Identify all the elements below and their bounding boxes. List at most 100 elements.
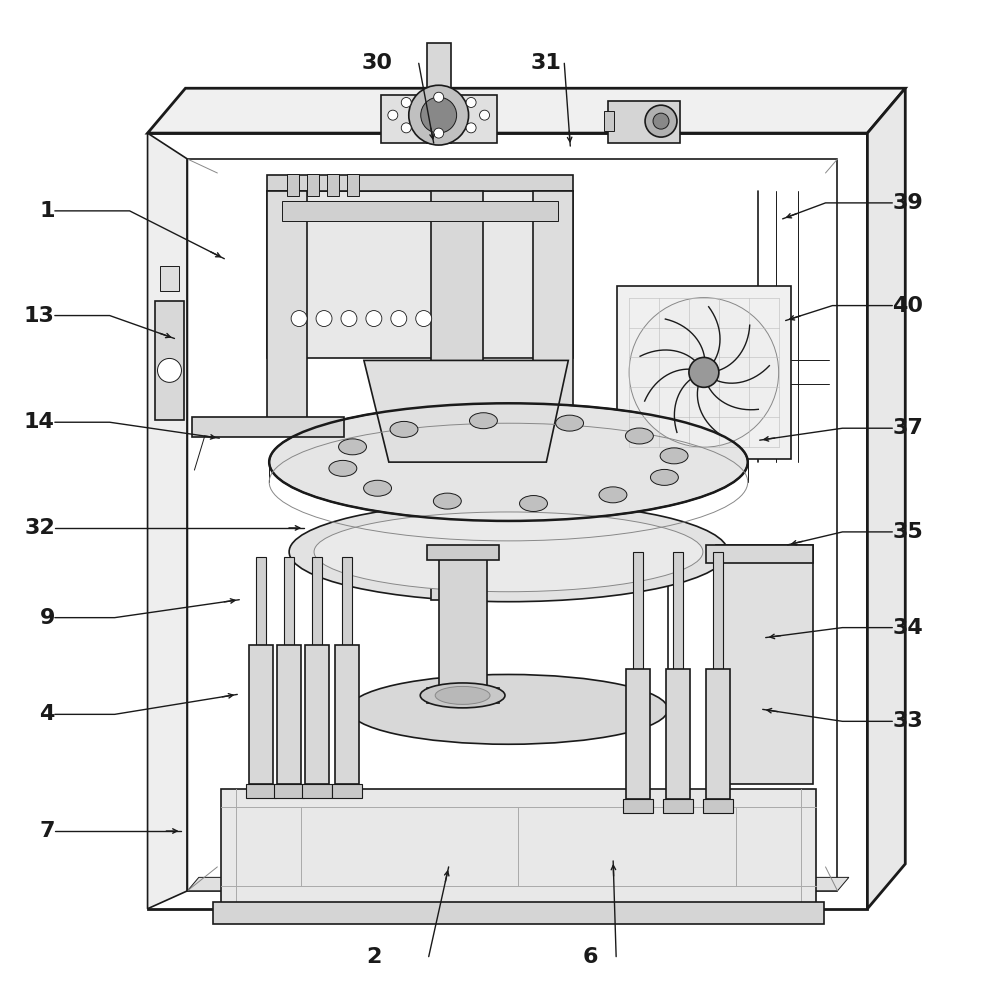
Text: 13: 13 [24, 306, 55, 326]
Bar [427, 688, 498, 703]
Text: 39: 39 [892, 193, 923, 213]
Bar [332, 784, 362, 798]
Bar [256, 557, 266, 645]
Text: 40: 40 [892, 296, 923, 316]
Bar [342, 557, 352, 645]
Bar [427, 43, 451, 143]
Bar [673, 552, 683, 669]
Bar [327, 174, 339, 196]
Ellipse shape [555, 415, 583, 431]
Bar [663, 799, 693, 813]
Ellipse shape [339, 439, 367, 455]
Bar [713, 552, 723, 669]
Bar [617, 286, 791, 459]
Circle shape [467, 123, 477, 133]
Circle shape [341, 311, 357, 327]
Bar [307, 174, 319, 196]
Bar [633, 552, 643, 669]
Circle shape [409, 85, 469, 145]
Bar [706, 545, 813, 563]
Text: 33: 33 [892, 711, 923, 731]
Circle shape [316, 311, 332, 327]
Bar [282, 201, 558, 221]
Circle shape [388, 110, 398, 120]
Ellipse shape [421, 683, 505, 708]
Text: 6: 6 [582, 947, 598, 967]
Text: 32: 32 [24, 518, 55, 538]
Ellipse shape [650, 469, 678, 485]
Text: 4: 4 [40, 704, 55, 724]
Ellipse shape [289, 502, 728, 602]
Circle shape [629, 298, 779, 447]
Text: 37: 37 [892, 418, 923, 438]
Circle shape [689, 357, 719, 387]
Ellipse shape [364, 480, 392, 496]
Circle shape [158, 358, 181, 382]
Ellipse shape [599, 487, 627, 503]
Bar [274, 784, 304, 798]
Bar [160, 266, 179, 291]
Ellipse shape [625, 428, 653, 444]
Polygon shape [148, 133, 867, 909]
Circle shape [291, 311, 307, 327]
Text: 31: 31 [531, 53, 561, 73]
Bar [267, 191, 307, 423]
Circle shape [416, 311, 432, 327]
Text: 7: 7 [39, 821, 55, 841]
Text: 1: 1 [39, 201, 55, 221]
Polygon shape [148, 88, 905, 133]
Polygon shape [187, 877, 848, 891]
Circle shape [467, 97, 477, 107]
Bar [604, 111, 614, 131]
Text: 35: 35 [892, 522, 923, 542]
Bar [533, 191, 573, 423]
Bar [608, 101, 680, 143]
Ellipse shape [269, 403, 748, 521]
Text: 9: 9 [40, 608, 55, 628]
Bar [284, 557, 294, 645]
Bar [160, 304, 179, 329]
Polygon shape [221, 789, 816, 904]
Circle shape [401, 123, 411, 133]
Bar [155, 301, 184, 420]
Polygon shape [148, 133, 187, 909]
Circle shape [421, 97, 457, 133]
Ellipse shape [435, 686, 491, 704]
Ellipse shape [314, 512, 703, 592]
Bar [335, 645, 359, 784]
Bar [192, 417, 344, 437]
Bar [626, 669, 650, 799]
Bar [213, 902, 824, 924]
Polygon shape [187, 159, 837, 891]
Bar [267, 175, 573, 191]
Bar [431, 191, 483, 600]
Bar [249, 645, 273, 784]
Ellipse shape [390, 421, 418, 437]
Text: 14: 14 [24, 412, 55, 432]
Bar [160, 337, 179, 362]
Polygon shape [217, 173, 826, 867]
Bar [246, 784, 276, 798]
Ellipse shape [349, 674, 668, 744]
Polygon shape [364, 360, 568, 462]
Polygon shape [867, 88, 905, 909]
Circle shape [480, 110, 490, 120]
Bar [302, 784, 332, 798]
Circle shape [434, 128, 444, 138]
Text: 34: 34 [892, 618, 923, 638]
Bar [287, 174, 299, 196]
Ellipse shape [470, 413, 498, 429]
Bar [312, 557, 322, 645]
Ellipse shape [660, 448, 688, 464]
Bar [381, 95, 497, 143]
Circle shape [366, 311, 382, 327]
Text: 30: 30 [361, 53, 393, 73]
Polygon shape [267, 191, 573, 358]
Circle shape [401, 97, 411, 107]
Bar [706, 669, 730, 799]
Bar [439, 552, 487, 699]
Bar [703, 799, 733, 813]
Bar [666, 669, 690, 799]
Bar [347, 174, 359, 196]
Bar [427, 545, 498, 560]
